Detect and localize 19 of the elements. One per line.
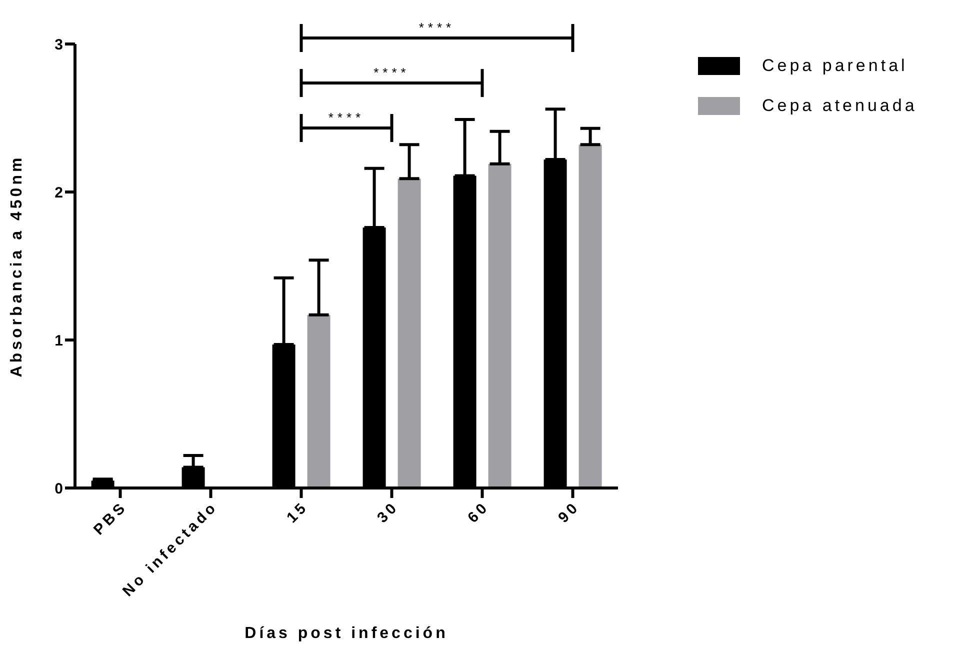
x-tick-label: 90 bbox=[555, 498, 584, 526]
annotation: **** bbox=[328, 110, 365, 125]
y-tick-label: 3 bbox=[54, 36, 63, 54]
bar bbox=[488, 164, 512, 488]
text: **** bbox=[418, 20, 456, 35]
legend-label: Cepa parental bbox=[762, 56, 908, 76]
y-axis-title: Absorbancia a 450nm bbox=[8, 154, 26, 378]
y-tick-label: 2 bbox=[54, 184, 63, 202]
x-axis-title: Días post infección bbox=[244, 625, 448, 642]
legend-label: Cepa atenuada bbox=[762, 96, 918, 116]
bar bbox=[307, 314, 330, 488]
bar bbox=[578, 144, 602, 488]
x-tick-label: 30 bbox=[374, 498, 402, 526]
annotation: **** bbox=[374, 65, 410, 80]
x-tick-label: 15 bbox=[284, 498, 312, 526]
bar bbox=[398, 178, 421, 488]
y-tick-label: 0 bbox=[54, 480, 63, 498]
y-tick-label: 1 bbox=[54, 332, 63, 350]
x-tick-label: 60 bbox=[464, 498, 493, 526]
